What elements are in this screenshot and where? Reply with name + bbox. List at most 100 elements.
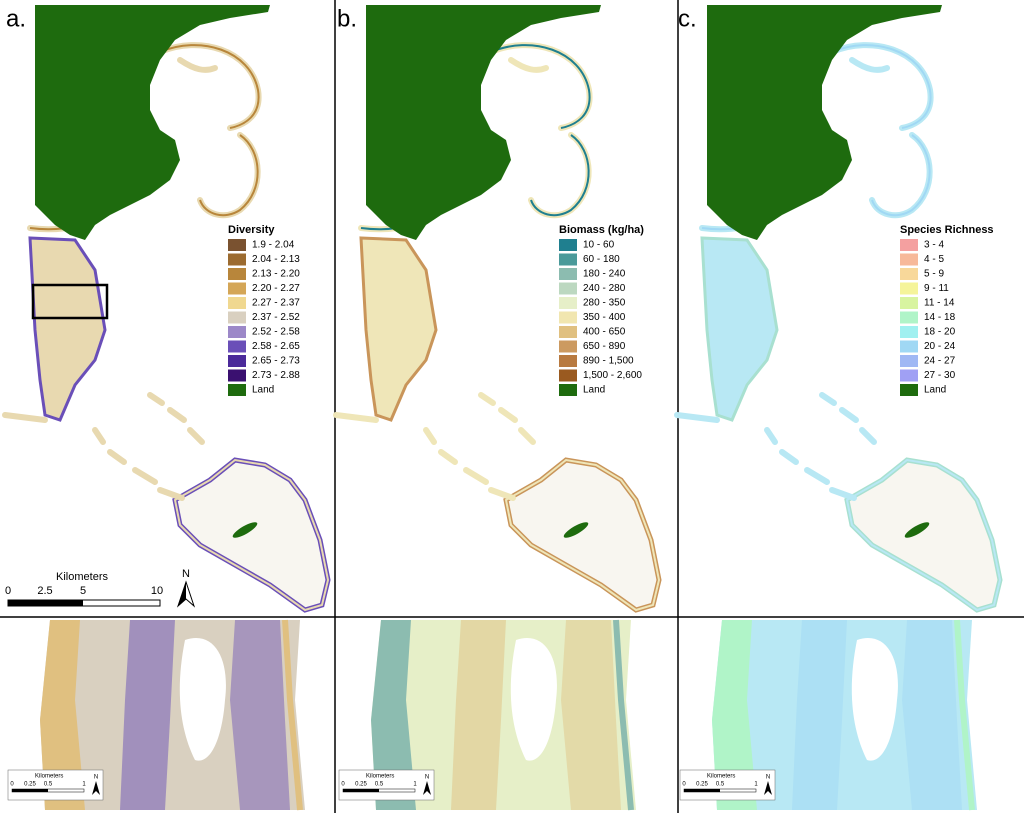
inset-band — [40, 620, 85, 810]
legend-swatch — [559, 311, 577, 324]
scale-title: Kilometers — [56, 571, 108, 583]
inset-band — [561, 620, 621, 810]
inset-scale-tick: 0.25 — [696, 782, 708, 788]
reef — [764, 427, 778, 445]
legend-swatch — [900, 282, 918, 295]
legend-label: 4 - 5 — [924, 254, 944, 265]
legend-swatch — [228, 297, 246, 309]
legend-swatch — [559, 268, 577, 280]
legend-label: 11 - 14 — [924, 298, 955, 309]
legend-label: 350 - 400 — [583, 312, 626, 323]
reef — [829, 42, 934, 131]
legend-title: Species Richness — [900, 224, 994, 236]
map-panel: Kilometers 0 0.25 0.5 1 Nc. Species Richness 3 … — [674, 5, 1003, 811]
legend-label: 27 - 30 — [924, 370, 956, 381]
scale-tick: 10 — [151, 585, 163, 597]
legend-label: 2.20 - 2.27 — [252, 283, 300, 294]
legend-swatch — [559, 239, 577, 251]
reef — [423, 427, 437, 445]
legend-swatch — [228, 326, 246, 338]
reef — [478, 392, 496, 406]
reef — [92, 427, 106, 445]
reef-edge — [159, 44, 260, 129]
legend-swatch — [228, 253, 246, 266]
reef — [173, 458, 330, 612]
legend-swatch — [228, 239, 246, 251]
legend-swatch — [228, 268, 246, 280]
legend-label: 2.58 - 2.65 — [252, 341, 300, 352]
legend-swatch — [900, 384, 918, 396]
inset-scale-tick: 0.25 — [355, 782, 367, 788]
reef — [147, 392, 165, 406]
reef — [845, 458, 1002, 612]
legend-label: 18 - 20 — [924, 327, 956, 338]
legend-swatch — [900, 340, 918, 353]
inset-edge — [954, 619, 975, 811]
legend-label: 1,500 - 2,600 — [583, 370, 642, 381]
inset-reef — [371, 620, 636, 810]
reef — [488, 487, 516, 501]
reef — [518, 427, 536, 445]
north-arrow-half — [178, 582, 186, 606]
reef — [359, 236, 438, 422]
legend-swatch — [900, 268, 918, 280]
reef-edge — [490, 44, 591, 129]
reef-edge — [871, 134, 931, 217]
legend-swatch — [900, 253, 918, 266]
inset-band — [712, 620, 757, 810]
inset-scale-bar — [684, 789, 720, 792]
scale-tick: 5 — [80, 585, 86, 597]
inset-edge — [613, 619, 634, 811]
inset-scale-title: Kilometers — [707, 774, 735, 780]
inset-reef — [40, 620, 305, 810]
legend-swatch — [228, 340, 246, 353]
legend-title: Diversity — [228, 224, 275, 236]
legend-label: 10 - 60 — [583, 240, 615, 251]
legend-label: 2.52 - 2.58 — [252, 327, 300, 338]
inset-scale-tick: 1 — [754, 782, 758, 788]
legend-label: 9 - 11 — [924, 283, 949, 294]
inset-north-arrow — [764, 781, 772, 795]
inset-band — [451, 620, 506, 810]
legend-swatch — [559, 326, 577, 338]
legend-label: 2.37 - 2.52 — [252, 312, 300, 323]
reef — [498, 407, 518, 423]
land — [366, 5, 601, 240]
inset-scale-bg — [679, 769, 776, 801]
legend-label: 2.13 - 2.20 — [252, 269, 300, 280]
legend-label: 180 - 240 — [583, 269, 626, 280]
reef — [107, 449, 127, 465]
legend-swatch — [900, 355, 918, 367]
reef — [508, 57, 549, 73]
legend-label: 1.9 - 2.04 — [252, 240, 295, 251]
inset-north: N — [94, 775, 98, 781]
reef — [28, 236, 107, 422]
inset-gap — [851, 638, 898, 761]
legend-label: 2.04 - 2.13 — [252, 254, 300, 265]
legend-label: 2.73 - 2.88 — [252, 370, 300, 381]
map-panel: Kilometers 0 0.25 0.5 1 Nb. Biomass (kg/ha) 10 … — [333, 5, 662, 811]
inset-scale-tick: 0 — [341, 782, 345, 788]
inset-north: N — [425, 775, 429, 781]
inset-scale-tick: 0.5 — [375, 782, 384, 788]
map-panel: Kilometers 0 0.25 0.5 1 Na. Diversity 1.9 - 2.0… — [2, 5, 331, 811]
reef — [177, 57, 218, 73]
reef — [700, 236, 779, 422]
legend-label: Land — [924, 385, 946, 396]
legend-swatch — [228, 282, 246, 295]
inset-scale-bar — [343, 789, 379, 792]
inset-edge — [282, 619, 303, 811]
reef — [804, 467, 830, 485]
inset-gap — [510, 638, 557, 761]
reef-edge — [530, 134, 590, 217]
inset-north-arrow — [423, 781, 431, 795]
reef — [172, 457, 331, 613]
reef — [869, 132, 933, 219]
legend-label: 2.65 - 2.73 — [252, 356, 300, 367]
reef — [779, 449, 799, 465]
reef — [819, 392, 837, 406]
legend-title: Biomass (kg/ha) — [559, 224, 644, 236]
reef — [859, 427, 877, 445]
legend-swatch — [559, 253, 577, 266]
